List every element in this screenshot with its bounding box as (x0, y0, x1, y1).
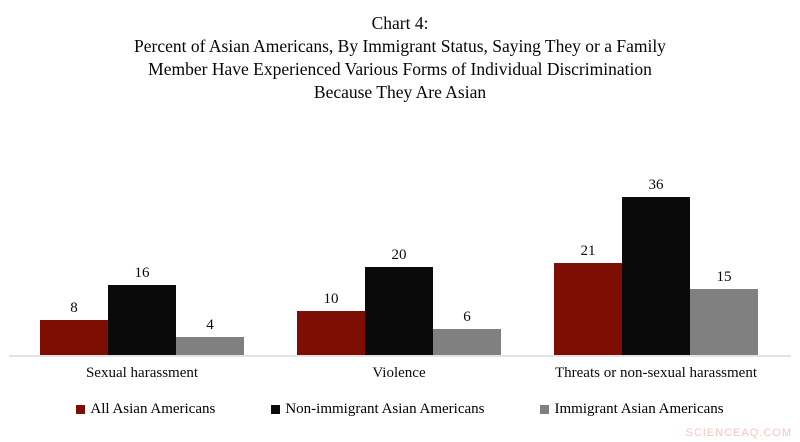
category-label-violence: Violence (372, 365, 426, 381)
legend-label: Non-immigrant Asian Americans (285, 401, 485, 417)
bar-wrap: 15 (690, 268, 758, 355)
legend-item-non-immigrant-asian-americans: Non-immigrant Asian Americans (271, 401, 484, 418)
legend-label: Immigrant Asian Americans (554, 401, 724, 417)
bar-wrap: 16 (108, 264, 176, 355)
chart-title-line: Because They Are Asian (313, 82, 487, 102)
legend-item-immigrant-asian-americans: Immigrant Asian Americans (540, 401, 724, 418)
bar-group-violence: 10 20 6 Violence (297, 246, 501, 381)
bar-value-label: 4 (206, 317, 214, 333)
legend-label: All Asian Americans (90, 401, 216, 417)
bar-wrap: 20 (365, 246, 433, 355)
bar-all-asian-americans (40, 320, 108, 355)
bar-value-label: 6 (463, 309, 471, 325)
bar-non-immigrant-asian-americans (365, 267, 433, 355)
chart-title: Chart 4: Percent of Asian Americans, By … (0, 0, 800, 104)
bar-non-immigrant-asian-americans (622, 197, 690, 355)
bar-value-label: 20 (391, 247, 407, 263)
bar-non-immigrant-asian-americans (108, 285, 176, 355)
legend-marker-icon (271, 405, 281, 414)
bar-wrap: 4 (176, 316, 244, 355)
bar-immigrant-asian-americans (690, 289, 758, 355)
bar-wrap: 36 (622, 176, 690, 355)
chart-title-line: Member Have Experienced Various Forms of… (148, 59, 652, 79)
legend-item-all-asian-americans: All Asian Americans (76, 401, 215, 418)
bar-value-label: 10 (323, 291, 339, 307)
watermark: SCIENCEAQ.COM (685, 427, 792, 439)
bar-wrap: 21 (554, 242, 622, 355)
bar-all-asian-americans (297, 311, 365, 355)
legend-marker-icon (76, 405, 86, 414)
chart-title-line: Chart 4: (371, 13, 429, 33)
bar-value-label: 16 (134, 265, 150, 281)
bar-value-label: 8 (70, 300, 78, 316)
bar-immigrant-asian-americans (433, 329, 501, 355)
legend-marker-icon (540, 405, 550, 414)
bar-value-label: 36 (648, 177, 664, 193)
bar-wrap: 8 (40, 299, 108, 355)
bar-group-threats-or-non-sexual-harassment: 21 36 15 Threats or non-sexual harassmen… (554, 176, 758, 381)
category-label-threats: Threats or non-sexual harassment (554, 365, 758, 381)
legend: All Asian Americans Non-immigrant Asian … (0, 401, 800, 418)
category-label-sexual-harassment: Sexual harassment (85, 365, 199, 381)
bar-value-label: 15 (716, 269, 732, 285)
x-axis-line (9, 355, 791, 357)
bar-group-sexual-harassment: 8 16 4 Sexual harassment (40, 264, 244, 381)
bar-wrap: 10 (297, 290, 365, 355)
bar-value-label: 21 (580, 243, 596, 259)
bar-wrap: 6 (433, 308, 501, 355)
bar-immigrant-asian-americans (176, 337, 244, 355)
bar-all-asian-americans (554, 263, 622, 355)
plot-area: 8 16 4 Sexual harassment 10 20 (40, 177, 758, 381)
chart-title-line: Percent of Asian Americans, By Immigrant… (134, 36, 666, 56)
